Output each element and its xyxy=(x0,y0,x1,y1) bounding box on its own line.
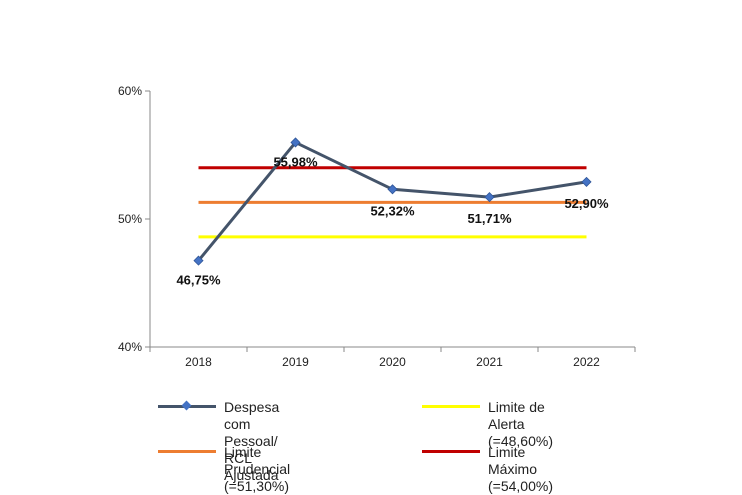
limit-lines xyxy=(198,166,587,239)
legend-label-prudencial: Limite Prudencial (=51,30%) xyxy=(224,444,291,494)
data-point-marker xyxy=(290,137,301,148)
legend-swatch-maximo xyxy=(420,444,482,458)
legend-item-alerta: Limite de Alerta (=48,60%) xyxy=(420,399,553,450)
x-tick-label: 2019 xyxy=(282,355,309,369)
main-series xyxy=(193,137,592,266)
x-tick-label: 2018 xyxy=(185,355,212,369)
x-tick-label: 2022 xyxy=(573,355,600,369)
legend-item-despesa: Despesa com Pessoal/ RCL Ajustada xyxy=(156,399,279,484)
legend-item-maximo: Limite Máximo (=54,00%) xyxy=(420,444,553,495)
legend-swatch-despesa xyxy=(156,399,218,413)
legend-label-maximo: Limite Máximo (=54,00%) xyxy=(488,444,553,494)
data-point-marker xyxy=(387,184,398,195)
axes: 40% 50% 60% 2018 2019 2020 2021 2022 xyxy=(118,84,636,369)
data-point-marker xyxy=(581,176,592,187)
data-labels: 46,75% 55,98% 52,32% 51,71% 52,90% xyxy=(176,154,609,287)
data-label: 51,71% xyxy=(467,211,512,226)
legend-swatch-prudencial xyxy=(156,444,218,458)
data-point-marker xyxy=(484,192,495,203)
data-label: 52,32% xyxy=(370,203,415,218)
legend-label-despesa: Despesa com Pessoal/ RCL Ajustada xyxy=(224,399,280,483)
legend-swatch-alerta xyxy=(420,399,482,413)
data-label: 52,90% xyxy=(564,196,609,211)
legend-item-prudencial: Limite Prudencial (=51,30%) xyxy=(156,444,290,495)
x-tick-label: 2021 xyxy=(476,355,503,369)
y-tick-label: 40% xyxy=(118,340,142,354)
data-label: 46,75% xyxy=(176,273,221,288)
data-label: 55,98% xyxy=(273,154,318,169)
legend-label-alerta: Limite de Alerta (=48,60%) xyxy=(488,399,553,449)
y-tick-label: 50% xyxy=(118,212,142,226)
x-tick-label: 2020 xyxy=(379,355,406,369)
data-point-marker xyxy=(193,255,204,266)
y-tick-label: 60% xyxy=(118,84,142,98)
